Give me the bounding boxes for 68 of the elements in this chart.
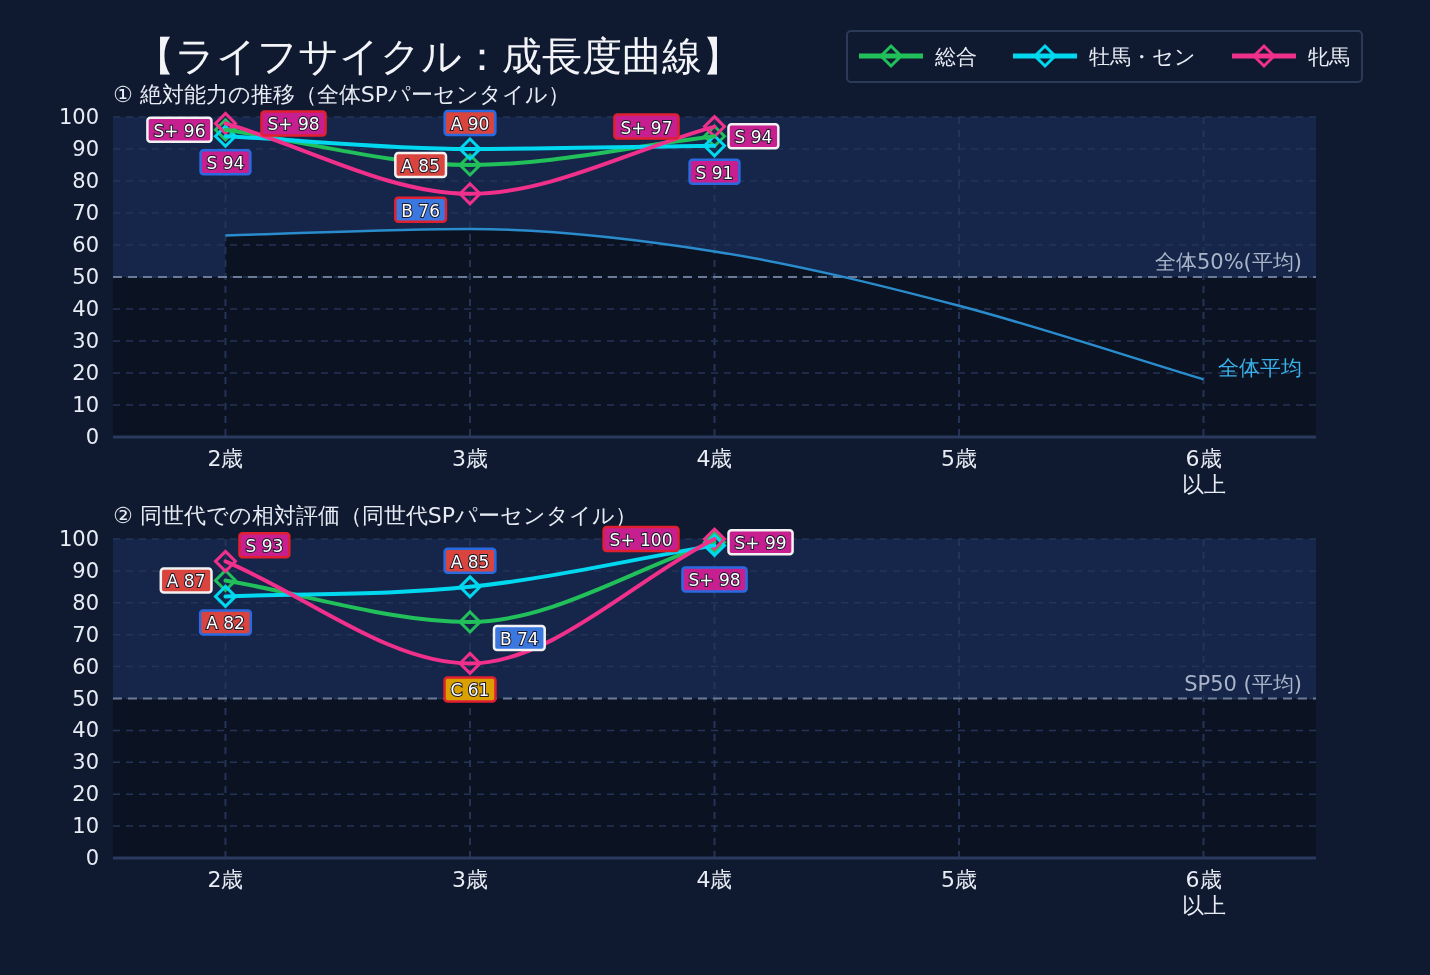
data-label: S+ 98: [688, 570, 741, 591]
series-label: 全体平均: [1218, 356, 1302, 381]
y-tick-label: 30: [72, 329, 99, 353]
data-label: S+ 97: [620, 117, 673, 138]
data-label: S 94: [206, 153, 245, 174]
x-tick-label: 3歳: [451, 867, 489, 893]
y-tick-label: 80: [72, 590, 99, 615]
point: [458, 137, 482, 161]
y-tick-label: 40: [72, 718, 99, 743]
legend-label: 総合: [934, 45, 977, 69]
x-tick-label: 4歳: [695, 867, 734, 893]
y-tick-label: 70: [72, 201, 99, 225]
point: [213, 549, 237, 573]
data-label: B 74: [499, 628, 539, 649]
x-tick-label: 4歳: [695, 446, 734, 472]
y-tick-label: 30: [72, 750, 99, 775]
point: [703, 115, 726, 139]
legend-label: 牡馬・セン: [1089, 45, 1196, 69]
y-tick-label: 80: [72, 169, 99, 193]
legend-label: 牝馬: [1308, 45, 1350, 69]
y-tick-label: 50: [72, 686, 99, 711]
y-tick-label: 50: [72, 265, 99, 289]
point: [213, 111, 237, 135]
x-tick-label: 2歳: [206, 446, 245, 472]
ref-line-label: SP50 (平均): [1184, 671, 1302, 696]
y-tick-label: 0: [85, 425, 99, 449]
y-tick-label: 0: [85, 846, 99, 870]
x-tick-label: 5歳: [940, 867, 978, 893]
data-label: C 61: [450, 680, 490, 701]
point: [458, 182, 482, 206]
y-tick-label: 60: [72, 233, 99, 257]
point: [458, 575, 482, 599]
data-label: S+ 99: [734, 533, 787, 554]
data-label: S+ 100: [609, 530, 673, 550]
data-label: S 93: [245, 536, 284, 557]
data-label: A 85: [401, 156, 440, 176]
y-tick-label: 100: [58, 105, 99, 129]
y-tick-label: 10: [72, 814, 99, 839]
y-tick-label: 10: [72, 393, 99, 417]
y-tick-label: 100: [58, 527, 99, 551]
x-tick-label: 6歳以上: [1180, 446, 1227, 498]
data-label: S 91: [695, 162, 734, 183]
y-tick-label: 20: [72, 361, 99, 385]
data-label: S+ 96: [153, 120, 206, 141]
ref-line-label: 全体50%(平均): [1154, 250, 1302, 274]
chart-subtitle: ① 絶対能力の推移（全体SPパーセンタイル）: [113, 82, 570, 107]
y-tick-label: 20: [72, 782, 99, 807]
y-tick-label: 70: [72, 622, 99, 647]
x-tick-label: 3歳: [451, 446, 489, 472]
x-tick-label: 6歳以上: [1180, 867, 1227, 919]
data-label: A 85: [450, 551, 490, 572]
data-label: S+ 98: [267, 114, 320, 135]
data-label: S 94: [734, 127, 773, 148]
chart-title: 【ライフサイクル：成長度曲線】: [135, 33, 742, 79]
data-label: A 87: [166, 571, 206, 592]
chart-title: ② 同世代での相対評価（同世代SPパーセンタイル）: [113, 503, 637, 528]
x-tick-label: 2歳: [206, 867, 245, 893]
y-tick-label: 90: [72, 558, 99, 583]
y-tick-label: 40: [72, 297, 99, 321]
point: [458, 651, 482, 675]
data-label: B 76: [401, 200, 440, 221]
y-tick-label: 90: [72, 137, 99, 161]
data-label: A 82: [206, 613, 245, 634]
y-tick-label: 60: [72, 654, 99, 679]
point: [213, 584, 237, 608]
data-label: A 90: [450, 114, 490, 134]
x-tick-label: 5歳: [940, 446, 978, 472]
point: [458, 610, 482, 634]
